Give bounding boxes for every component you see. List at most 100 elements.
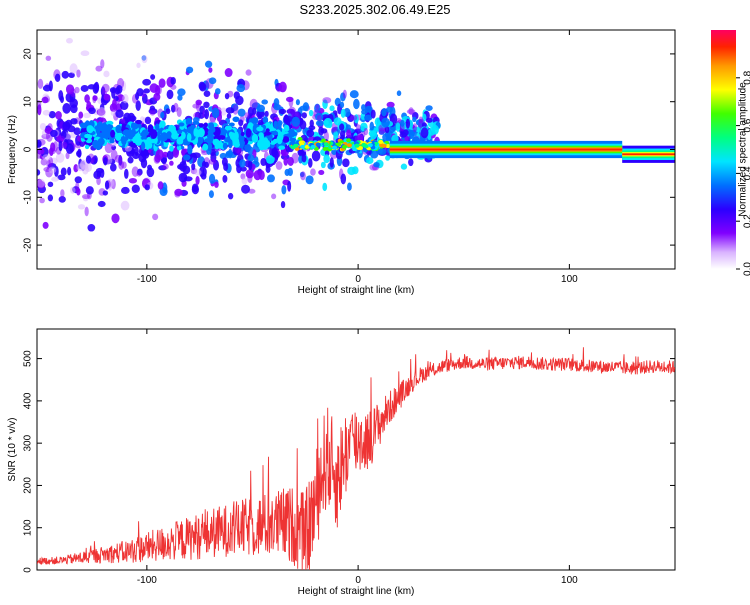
spectrogram-blob [70,104,78,114]
spectrogram-blob [115,124,122,134]
spectrogram-blob [61,141,68,149]
spectrogram-blob [278,145,286,150]
spectrogram-blob [370,109,376,119]
spectrogram-blob [323,119,329,126]
x-tick-label: 100 [561,575,578,586]
spectrogram-blob [285,145,291,153]
spectrogram-blob [299,105,308,111]
spectrogram-blob [208,67,213,73]
spectrogram-blob [204,161,209,168]
x-tick-label: 0 [355,274,361,285]
spectrogram-blob [331,127,338,133]
spectrogram-blob [45,55,52,61]
spectrogram-blob [122,94,129,104]
spectrogram-blob [70,88,76,98]
y-tick-label: 200 [23,477,34,494]
spectrogram-blob [244,160,253,168]
spectrogram-blob [84,206,89,217]
spectrogram-blob [54,73,61,83]
spectrogram-blob [354,143,360,148]
spectrogram-blob [315,104,320,110]
spectrogram-blob [203,122,208,128]
spectrogram-blob [431,124,439,135]
x-tick-label: -100 [137,575,157,586]
spectrogram-blob [310,168,316,176]
spectrogram-blob [263,137,269,144]
spectrogram-blob [177,94,183,101]
spectrogram-blob [104,142,113,154]
spectrogram-blob [203,90,211,98]
y-tick-label: 100 [23,519,34,536]
spectrogram-blob [140,141,146,151]
snr-line [37,347,675,570]
spectrogram-blob [74,176,82,184]
spectrogram-blob [176,129,183,135]
spectrogram-blob [323,154,330,164]
spectrogram-blob [95,65,103,72]
spectrogram-blob [174,190,181,198]
spectrogram-blob [257,139,264,149]
snr-plot: -100 0 100 0 100 200 300 400 500 Height of straig… [7,328,676,597]
spectrogram-blob [37,139,42,148]
spectrogram-blob [39,122,47,131]
spectrogram-blob [170,84,177,90]
spectrogram-blob [240,166,247,172]
spectrogram-blob [245,128,252,138]
spectrogram-blob [340,173,347,185]
spectrogram-blob [282,136,290,143]
spectrogram-blob [412,123,418,133]
spectrogram-blob [386,101,395,108]
spectrogram-blob [122,129,131,136]
spectrogram-blob [346,143,352,148]
spectrogram-blob [265,165,271,173]
spectrogram-blob [386,106,393,113]
spectrogram-blob [195,175,200,185]
spectrogram-blob [298,155,303,164]
spectrogram-blob [218,142,225,149]
spectrogram-blob [222,142,228,150]
spectrogram-blob [134,119,142,125]
spectrogram-blob [51,176,59,182]
spectrogram-blob [191,185,200,195]
spectrogram-blob [96,176,101,186]
spectrogram-blob [80,85,89,92]
spectrogram-blob [220,107,227,116]
spectrogram-blob [198,123,205,128]
spectrogram-blob [381,117,390,128]
spectrogram-blob [146,167,155,178]
spectrogram-blob [39,197,45,204]
spectrogram-blob [389,113,398,124]
spectrogram-blob [342,89,347,99]
spectrogram-blob [400,119,405,127]
spectrogram-blob [149,83,159,93]
spectrogram-blob [208,77,217,85]
spectrogram-blob [60,167,67,176]
spectrogram-blob [159,120,166,128]
spectrogram-blob [84,94,90,103]
spectrogram-blob [318,126,325,136]
spectrogram-blob [58,90,64,101]
spectrogram-blob [48,110,56,119]
spectrogram-blob [165,108,171,115]
spectrogram-blob [308,125,316,131]
spectrogram-blob [247,172,253,184]
spectrogram-blob [84,133,91,139]
spectrogram-blob [120,118,126,124]
spectrogram-blob [110,129,116,138]
spectrogram-blob [73,127,82,136]
spectrogram-blob [262,116,269,124]
spectrogram-blob [338,123,345,131]
spectrogram-blob [346,129,352,138]
spectrogram-blob [162,151,169,158]
spectrogram-blob [251,133,259,143]
spectrogram-blob [236,84,246,93]
spectrogram-blob [92,95,98,101]
spectrogram-blob [333,117,342,126]
spectrogram-blob [241,184,251,194]
spectrogram-blob [224,92,230,100]
spectrogram-blob [396,90,402,97]
spectrogram-blob [152,213,159,221]
spectrogram-blob [203,101,210,109]
spectrogram-blob [193,129,200,137]
spectrogram-blob [85,155,92,164]
